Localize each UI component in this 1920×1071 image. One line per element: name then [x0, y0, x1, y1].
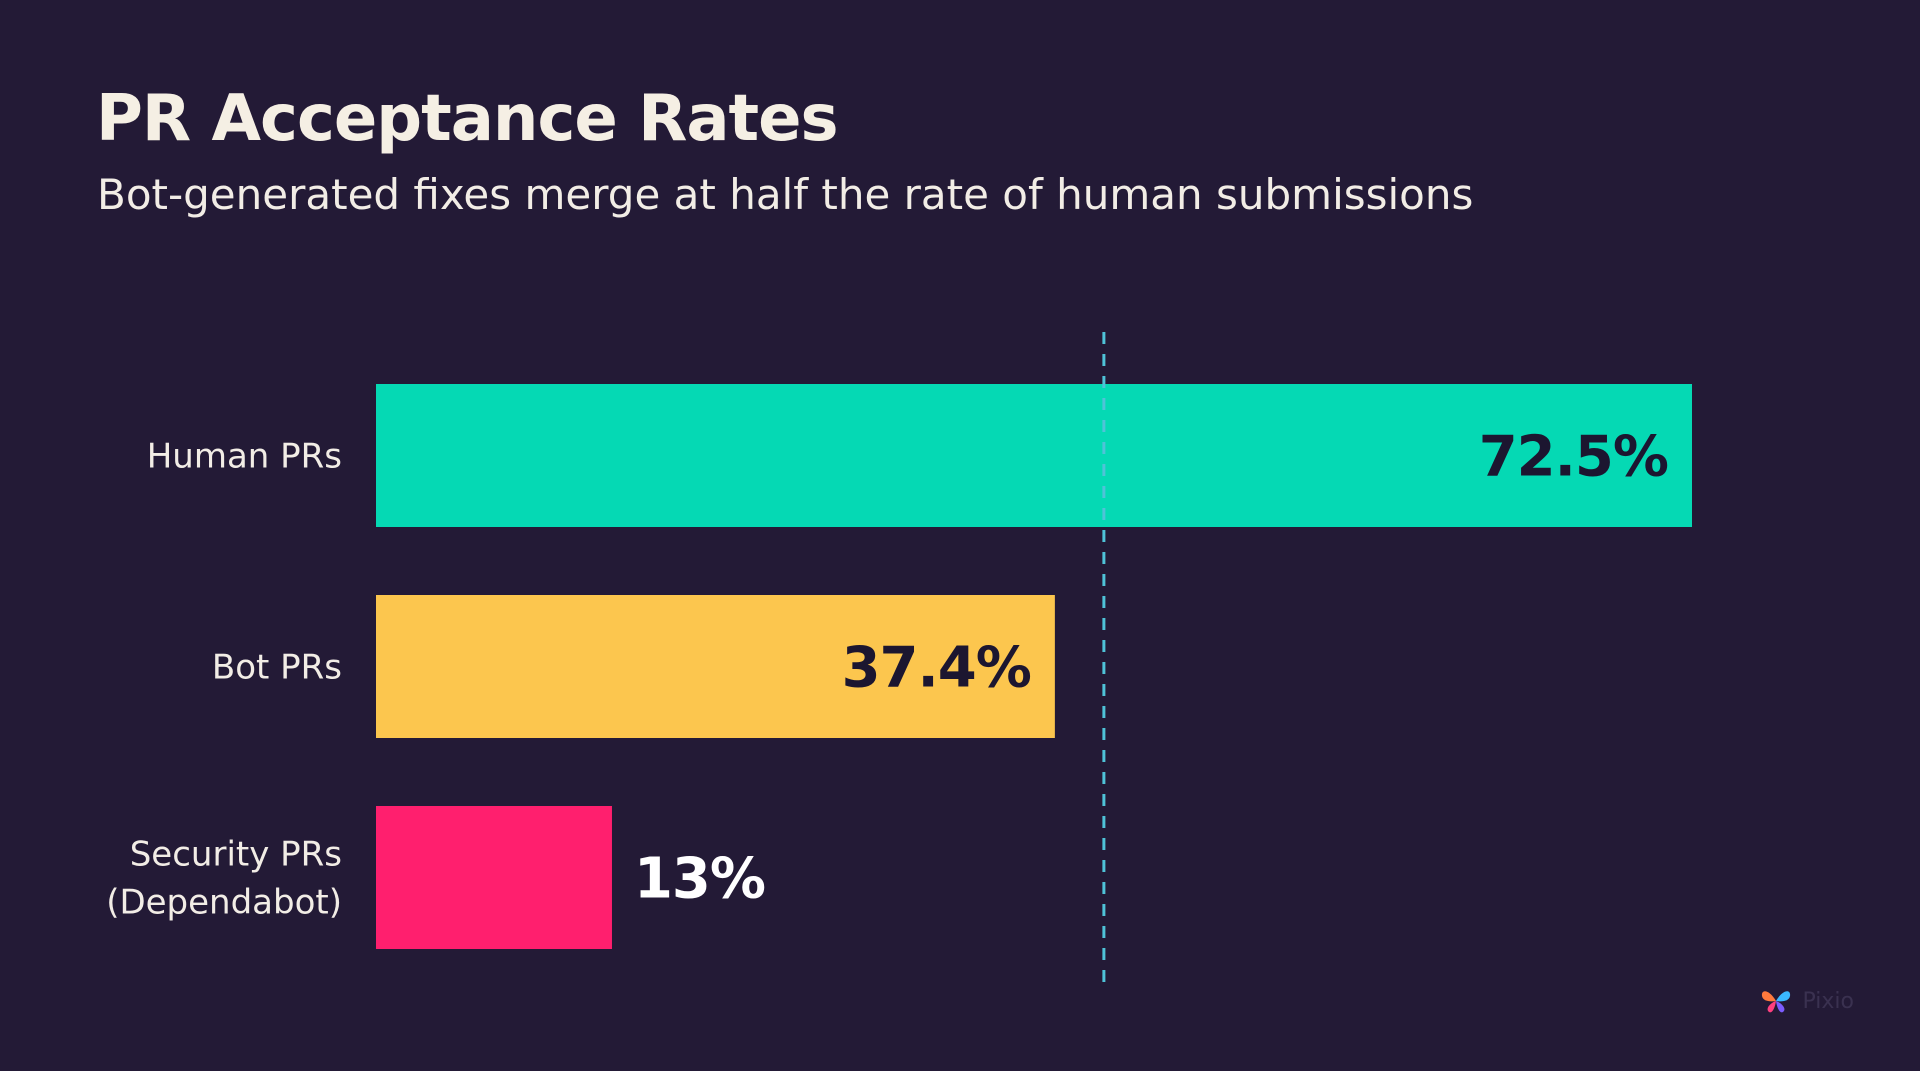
chart-subtitle: Bot-generated fixes merge at half the ra… — [97, 170, 1474, 219]
butterfly-logo-icon — [1761, 991, 1790, 1013]
value-label-security-prs: 13% — [634, 847, 765, 912]
bar-human-prs — [376, 384, 1692, 527]
bar-security-prs — [376, 806, 612, 949]
watermark-logo: Pixio — [1759, 987, 1855, 1015]
value-label-bot-prs: 37.4% — [842, 636, 1031, 701]
category-label-human-prs: Human PRs — [147, 437, 342, 477]
category-label-bot-prs: Bot PRs — [212, 648, 342, 688]
chart-title: PR Acceptance Rates — [96, 82, 839, 156]
category-label-security-prs: Security PRs (Dependabot) — [106, 835, 342, 923]
value-label-human-prs: 72.5% — [1479, 425, 1668, 490]
bar-bot-prs — [376, 595, 1055, 738]
logo-text: Pixio — [1802, 988, 1855, 1014]
